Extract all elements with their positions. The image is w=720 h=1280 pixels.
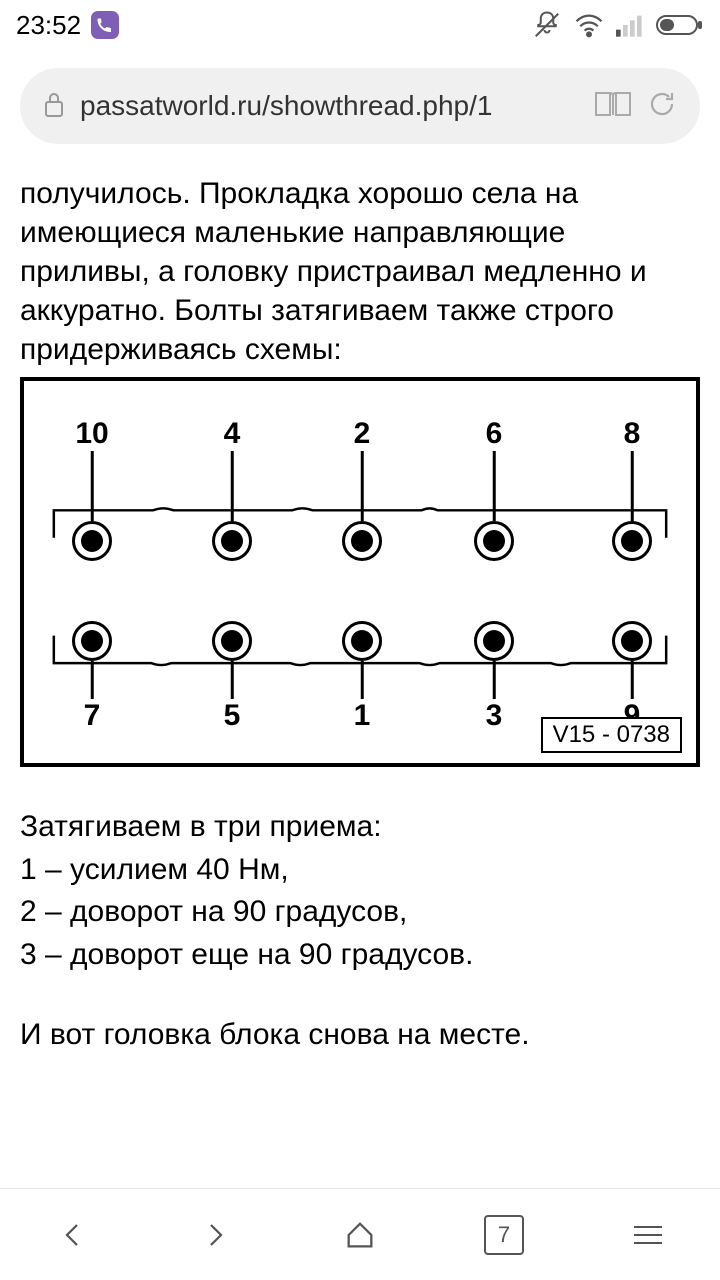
bolt — [342, 621, 382, 661]
diagram-code-label: V15 - 0738 — [541, 717, 682, 753]
bolt-label-top: 10 — [75, 417, 108, 451]
bolt-leader-line — [361, 451, 364, 521]
bolt-label-bottom: 5 — [224, 699, 241, 733]
torque-step-1: 1 – усилием 40 Нм, — [20, 850, 700, 891]
bolt — [72, 621, 112, 661]
clock: 23:52 — [16, 10, 81, 41]
status-right — [532, 10, 704, 40]
reload-icon[interactable] — [646, 88, 678, 125]
bolt — [342, 521, 382, 561]
intro-paragraph: получилось. Прокладка хорошо села на име… — [20, 174, 700, 369]
bolt — [612, 621, 652, 661]
bolt-leader-line — [631, 661, 634, 699]
bolt — [212, 621, 252, 661]
forward-button[interactable] — [186, 1205, 246, 1265]
bolt — [474, 621, 514, 661]
bolt-label-top: 8 — [624, 417, 641, 451]
back-button[interactable] — [42, 1205, 102, 1265]
lock-icon — [42, 90, 66, 123]
bolt-leader-line — [493, 451, 496, 521]
bolt-leader-line — [231, 451, 234, 521]
bolt-label-bottom: 3 — [486, 699, 503, 733]
bolt-leader-line — [231, 661, 234, 699]
status-left: 23:52 — [16, 10, 119, 41]
bolt — [612, 521, 652, 561]
viber-icon — [91, 11, 119, 39]
mute-icon — [532, 10, 562, 40]
torque-diagram: 10426875139 V15 - 0738 — [20, 377, 700, 767]
bolt-label-top: 2 — [354, 417, 371, 451]
bolt-label-top: 6 — [486, 417, 503, 451]
url-text: passatworld.ru/showthread.php/1 — [80, 90, 580, 122]
tab-count: 7 — [484, 1215, 524, 1255]
browser-bottom-nav: 7 — [0, 1188, 720, 1280]
torque-heading: Затягиваем в три приема: — [20, 807, 700, 848]
bolt-leader-line — [493, 661, 496, 699]
menu-button[interactable] — [618, 1205, 678, 1265]
bolt — [72, 521, 112, 561]
bolt-label-bottom: 1 — [354, 699, 371, 733]
battery-icon — [656, 13, 704, 37]
wifi-icon — [574, 12, 604, 38]
bolt — [474, 521, 514, 561]
bolt-leader-line — [631, 451, 634, 521]
bolt-leader-line — [91, 451, 94, 521]
bolt-leader-line — [91, 661, 94, 699]
bolt-label-top: 4 — [224, 417, 241, 451]
home-button[interactable] — [330, 1205, 390, 1265]
address-bar[interactable]: passatworld.ru/showthread.php/1 — [20, 68, 700, 144]
torque-step-2: 2 – доворот на 90 градусов, — [20, 892, 700, 933]
torque-instructions: Затягиваем в три приема: 1 – усилием 40 … — [0, 767, 720, 1056]
page-content: получилось. Прокладка хорошо села на име… — [0, 144, 720, 369]
bolt-leader-line — [361, 661, 364, 699]
torque-step-3: 3 – доворот еще на 90 градусов. — [20, 935, 700, 976]
bolt-label-bottom: 7 — [84, 699, 101, 733]
tabs-button[interactable]: 7 — [474, 1205, 534, 1265]
status-bar: 23:52 — [0, 0, 720, 50]
bolt — [212, 521, 252, 561]
final-line: И вот головка блока снова на месте. — [20, 1015, 700, 1056]
reader-mode-icon[interactable] — [594, 89, 632, 124]
signal-icon — [616, 13, 644, 37]
